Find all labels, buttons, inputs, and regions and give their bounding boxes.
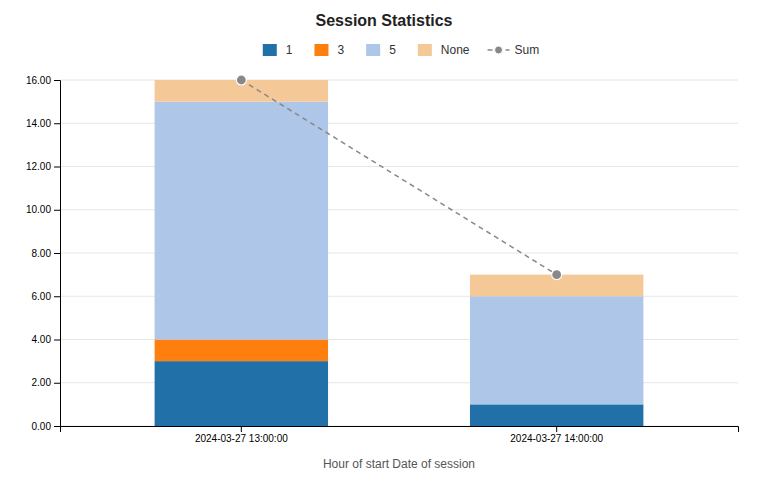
tick-mark — [556, 426, 557, 432]
tick: 2.00 — [32, 377, 60, 388]
tick-label: 8.00 — [32, 248, 52, 259]
tick: 16.00 — [26, 75, 60, 86]
tick: 6.00 — [32, 291, 60, 302]
point — [552, 270, 562, 280]
legend-swatch — [418, 44, 432, 56]
tick-label: 16.00 — [26, 75, 51, 86]
tick-label: 0.00 — [32, 421, 52, 432]
legend-label: 3 — [337, 43, 344, 57]
tick: 8.00 — [32, 248, 60, 259]
legend-marker — [495, 46, 503, 54]
grid — [60, 80, 738, 426]
tick: 4.00 — [32, 334, 60, 345]
legend-item: None — [418, 43, 470, 57]
axis-line — [61, 427, 739, 433]
tick-mark — [54, 210, 60, 211]
axis-line — [54, 81, 61, 427]
legend-item: Sum — [488, 43, 540, 57]
legend-item: 3 — [314, 43, 344, 57]
tick-label: 12.00 — [26, 161, 51, 172]
bar — [155, 361, 328, 426]
title: Session Statistics — [316, 12, 453, 29]
tick: 2024-03-27 14:00:00 — [510, 426, 603, 444]
tick-mark — [54, 253, 60, 254]
tick-label: 2024-03-27 14:00:00 — [510, 433, 603, 444]
marks — [155, 80, 644, 426]
bar-series — [155, 340, 328, 362]
legend-item: 1 — [263, 43, 293, 57]
bar — [155, 102, 328, 340]
tick-mark — [54, 296, 60, 297]
tick: 2024-03-27 13:00:00 — [195, 426, 288, 444]
legend-label: 5 — [389, 43, 396, 57]
legend-item: 5 — [366, 43, 396, 57]
tick-label: 10.00 — [26, 204, 51, 215]
legend-label: None — [441, 43, 470, 57]
x-axis: 2024-03-27 13:00:00 2024-03-27 14:00:00 — [61, 426, 739, 444]
tick-mark — [54, 383, 60, 384]
tick-mark — [54, 426, 60, 427]
tick-label: 14.00 — [26, 118, 51, 129]
bar-series — [155, 102, 644, 405]
tick-label: 6.00 — [32, 291, 52, 302]
tick-mark — [241, 426, 242, 432]
tick: 14.00 — [26, 118, 60, 129]
tick: 12.00 — [26, 161, 60, 172]
legend-swatch — [263, 44, 277, 56]
tick-mark — [54, 167, 60, 168]
tick-label: 2.00 — [32, 377, 52, 388]
legend: 1 3 5 None Sum — [263, 43, 539, 57]
point — [236, 75, 246, 85]
bar — [470, 296, 643, 404]
y-axis: 0.00 2.00 4.00 6.00 8.00 10.00 12.00 14.00 16.00 — [26, 75, 61, 432]
plot: 0.00 2.00 4.00 6.00 8.00 10.00 12.00 14.00 16.00… — [26, 75, 739, 444]
legend-label: Sum — [515, 43, 540, 57]
tick: 10.00 — [26, 204, 60, 215]
tick: 0.00 — [32, 421, 60, 432]
bar — [470, 404, 643, 426]
x-label: Hour of start Date of session — [323, 457, 475, 471]
points — [236, 75, 561, 280]
tick-mark — [54, 123, 60, 124]
legend-swatch — [366, 44, 380, 56]
tick-mark — [54, 80, 60, 81]
tick-label: 2024-03-27 13:00:00 — [195, 433, 288, 444]
legend-swatch — [314, 44, 328, 56]
tick-mark — [54, 340, 60, 341]
sum-line — [241, 80, 556, 275]
chart: Session Statistics0.002.004.006.008.0010… — [0, 0, 768, 486]
legend-label: 1 — [286, 43, 293, 57]
bar — [155, 340, 328, 362]
tick-label: 4.00 — [32, 334, 52, 345]
bar-series — [155, 80, 644, 296]
